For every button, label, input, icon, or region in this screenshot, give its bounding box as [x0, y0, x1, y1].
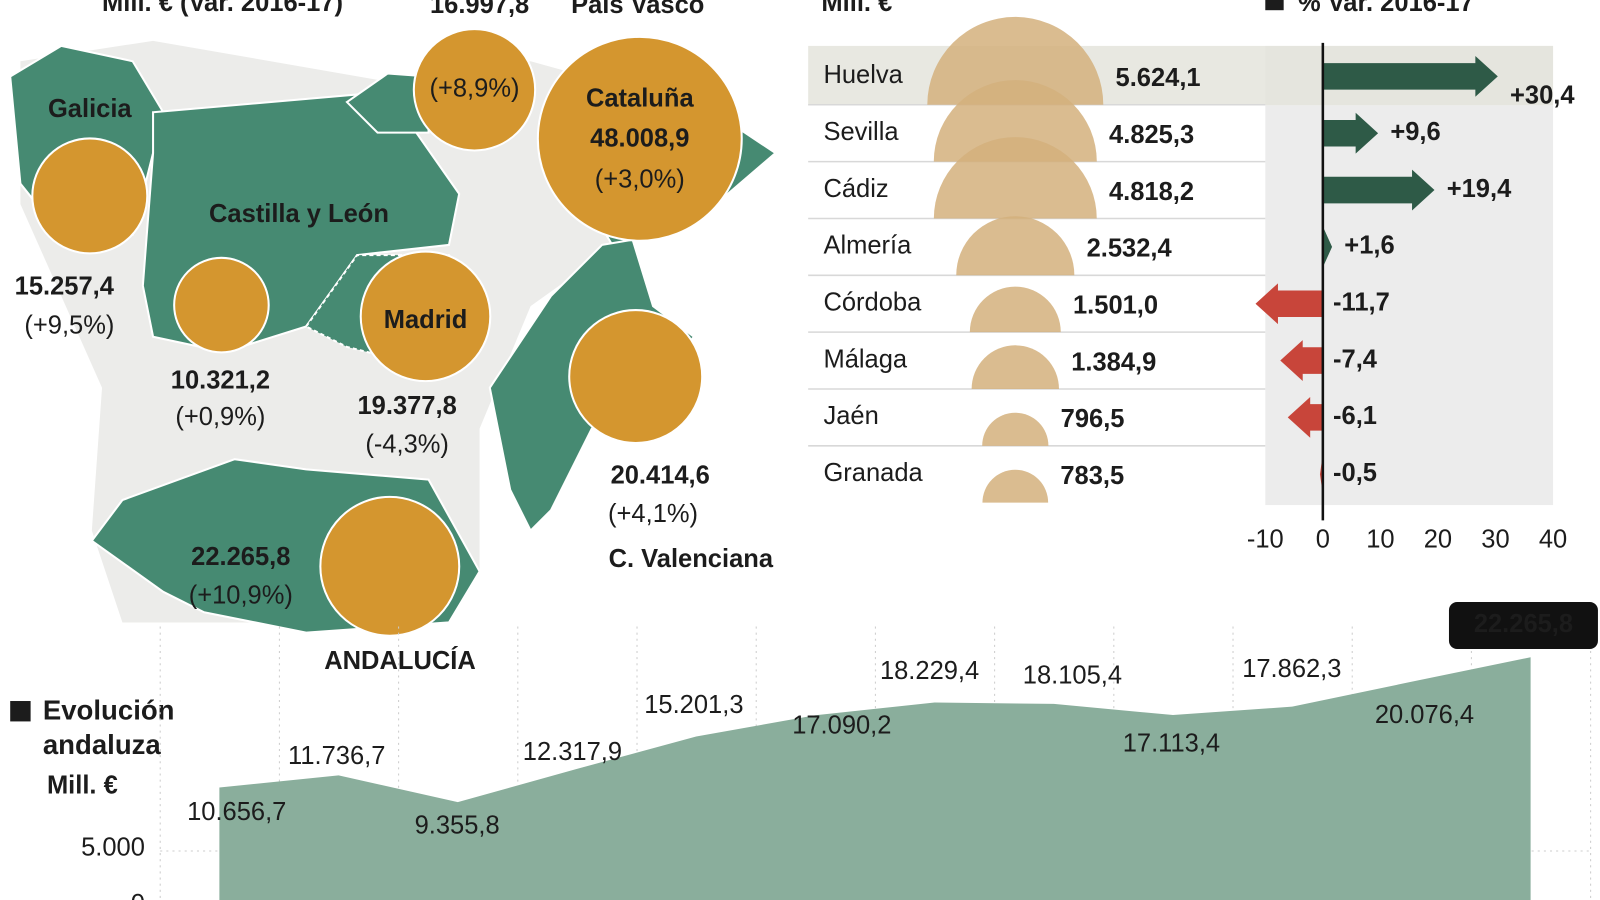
change-label: +19,4 [1447, 175, 1512, 203]
value-label: 12.317,9 [523, 738, 622, 766]
category-label: Cádiz [823, 175, 888, 203]
change-label: +1,6 [1344, 232, 1394, 260]
change-label: +9,6 [1390, 118, 1440, 146]
value-label: 1.501,0 [1073, 292, 1158, 320]
legend-square [1265, 0, 1284, 11]
category-label: Huelva [823, 61, 903, 89]
area-subtitle: Mill. € [47, 771, 118, 799]
map-subtitle: Mill. € (Var. 2016-17) [102, 0, 343, 17]
value-label: 20.076,4 [1375, 701, 1474, 729]
area-title: Evolución andaluza [42, 694, 175, 761]
value-label: 22.265,8 [1474, 610, 1573, 638]
value-label: 18.105,4 [1023, 661, 1122, 689]
category-label: Málaga [823, 345, 907, 373]
bubble [359, 250, 492, 383]
value-label: 9.355,8 [415, 811, 500, 839]
value-label: 48.008,9 [590, 125, 689, 153]
value-label: 783,5 [1060, 462, 1124, 490]
value-label: 22.265,8 [191, 543, 290, 571]
table-header: Mill. € [821, 0, 892, 17]
x-tick-label: 30 [1481, 526, 1509, 554]
change-label: (+8,9%) [429, 75, 519, 103]
value-label: 18.229,4 [880, 657, 979, 685]
region-label: Galicia [48, 95, 132, 123]
value-label: 11.736,7 [288, 742, 385, 770]
semicircle [971, 345, 1059, 389]
arrow [1255, 283, 1323, 325]
semicircle [933, 137, 1097, 219]
x-tick-label: -10 [1247, 526, 1284, 554]
value-label: 17.090,2 [792, 711, 891, 739]
change-label: (-4,3%) [365, 431, 449, 459]
region-label: ANDALUCÍA [324, 646, 476, 675]
value-label: 19.377,8 [358, 392, 457, 420]
change-label: (+0,9%) [175, 403, 265, 431]
category-label: Jaén [823, 402, 878, 430]
area [219, 657, 1531, 900]
value-label: 20.414,6 [611, 461, 710, 489]
change-label: +30,4 [1510, 82, 1575, 110]
change-label: (+4,1%) [608, 500, 698, 528]
category-label: Sevilla [823, 118, 899, 146]
bubble [31, 137, 149, 255]
label-box [1448, 602, 1598, 649]
semicircle [969, 286, 1061, 333]
y-tick-label: 0 [131, 890, 145, 900]
semicircle [927, 16, 1104, 105]
arrow [1287, 396, 1323, 438]
value-label: 17.862,3 [1242, 655, 1341, 683]
value-label: 17.113,4 [1123, 730, 1220, 758]
change-label: -7,4 [1333, 345, 1378, 373]
bubble [319, 495, 461, 637]
change-label: -11,7 [1333, 288, 1390, 316]
bubble [536, 35, 743, 242]
x-tick-label: 20 [1424, 526, 1452, 554]
arrow [1322, 169, 1435, 211]
semicircle [956, 216, 1075, 276]
arrow-header: % Var. 2016-17 [1298, 0, 1474, 17]
change-label: -0,5 [1333, 459, 1377, 487]
legend-square [10, 701, 31, 722]
category-label: Granada [823, 459, 923, 487]
change-label: (+9,5%) [24, 311, 114, 339]
arrow [1322, 226, 1333, 268]
semicircle [982, 469, 1049, 503]
change-label: -6,1 [1333, 402, 1377, 430]
value-label: 16.997,8 [430, 0, 529, 19]
region-label: C. Valenciana [609, 545, 774, 573]
category-label: Almería [823, 232, 912, 260]
value-label: 15.257,4 [15, 272, 115, 300]
bubble [568, 309, 704, 445]
value-label: 15.201,3 [644, 691, 743, 719]
x-tick-label: 0 [1316, 526, 1330, 554]
arrow [1322, 55, 1498, 97]
arrow [1322, 112, 1379, 154]
value-label: 10.321,2 [171, 366, 270, 394]
value-label: 5.624,1 [1116, 64, 1201, 92]
region-label: Castilla y León [209, 200, 389, 228]
value-label: 4.825,3 [1109, 121, 1194, 149]
y-tick-label: 5.000 [81, 834, 145, 862]
region-label: Madrid [384, 306, 468, 334]
value-label: 10.656,7 [187, 798, 286, 826]
value-label: 4.818,2 [1109, 178, 1194, 206]
arrow [1280, 340, 1323, 381]
value-label: 1.384,9 [1071, 348, 1156, 376]
area-title-box: Evolución andaluza [42, 694, 175, 761]
change-label: (+10,9%) [189, 582, 293, 610]
region-label: País Vasco [571, 0, 704, 19]
semicircle [933, 80, 1097, 162]
value-label: 2.532,4 [1087, 235, 1173, 263]
change-label: (+3,0%) [595, 165, 685, 193]
semicircle [982, 412, 1049, 446]
bubble [173, 256, 270, 354]
value-label: 796,5 [1061, 405, 1125, 433]
x-tick-label: 40 [1539, 526, 1567, 554]
region-label: Cataluña [586, 85, 695, 113]
category-label: Córdoba [823, 288, 922, 316]
bubble [412, 28, 537, 152]
x-tick-label: 10 [1366, 526, 1394, 554]
